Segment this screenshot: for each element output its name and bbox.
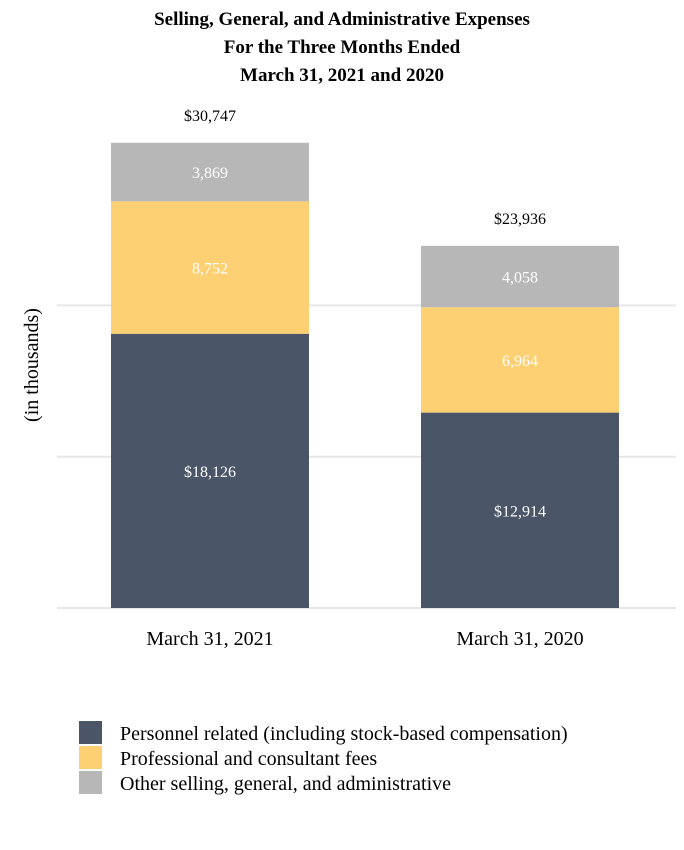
chart-title-group: Selling, General, and Administrative Exp… (154, 9, 530, 86)
legend-label-0: Personnel related (including stock-based… (120, 723, 568, 745)
legend-swatch-2 (79, 771, 102, 794)
total-label-0: $30,747 (184, 108, 236, 125)
segment-value-label-1-2: 4,058 (502, 270, 538, 287)
y-axis-label: (in thousands) (21, 308, 43, 422)
x-axis: March 31, 2021 March 31, 2020 (146, 628, 583, 650)
bar-segment-0-1 (111, 201, 309, 334)
chart-subtitle-line-1: For the Three Months Ended (224, 37, 461, 58)
x-tick-label-0: March 31, 2021 (146, 628, 273, 650)
x-tick-label-1: March 31, 2020 (456, 628, 583, 650)
segment-value-label-0-1: 8,752 (192, 261, 228, 278)
bar-segment-1-2 (421, 245, 619, 308)
data-labels: $18,126 8,752 3,869 $30,747 $12,914 6,964 4,05… (184, 108, 546, 521)
bars (111, 142, 619, 608)
bar-segment-0-0 (111, 333, 309, 608)
legend-label-1: Professional and consultant fees (120, 748, 377, 770)
legend-swatch-1 (79, 746, 102, 769)
segment-value-label-0-2: 3,869 (192, 165, 228, 182)
segment-value-label-1-1: 6,964 (502, 353, 538, 370)
bar-segment-0-2 (111, 142, 309, 202)
segment-value-label-1-0: $12,914 (494, 503, 546, 520)
segment-value-label-0-0: $18,126 (184, 464, 236, 481)
legend-label-2: Other selling, general, and administrati… (120, 773, 451, 795)
legend: Personnel related (including stock-based… (79, 721, 568, 795)
bar-segment-1-0 (421, 412, 619, 608)
chart-subtitle-line-2: March 31, 2021 and 2020 (240, 65, 444, 86)
total-label-1: $23,936 (494, 211, 546, 228)
chart-title: Selling, General, and Administrative Exp… (154, 9, 530, 30)
legend-swatch-0 (79, 721, 102, 744)
bar-segment-1-1 (421, 307, 619, 413)
